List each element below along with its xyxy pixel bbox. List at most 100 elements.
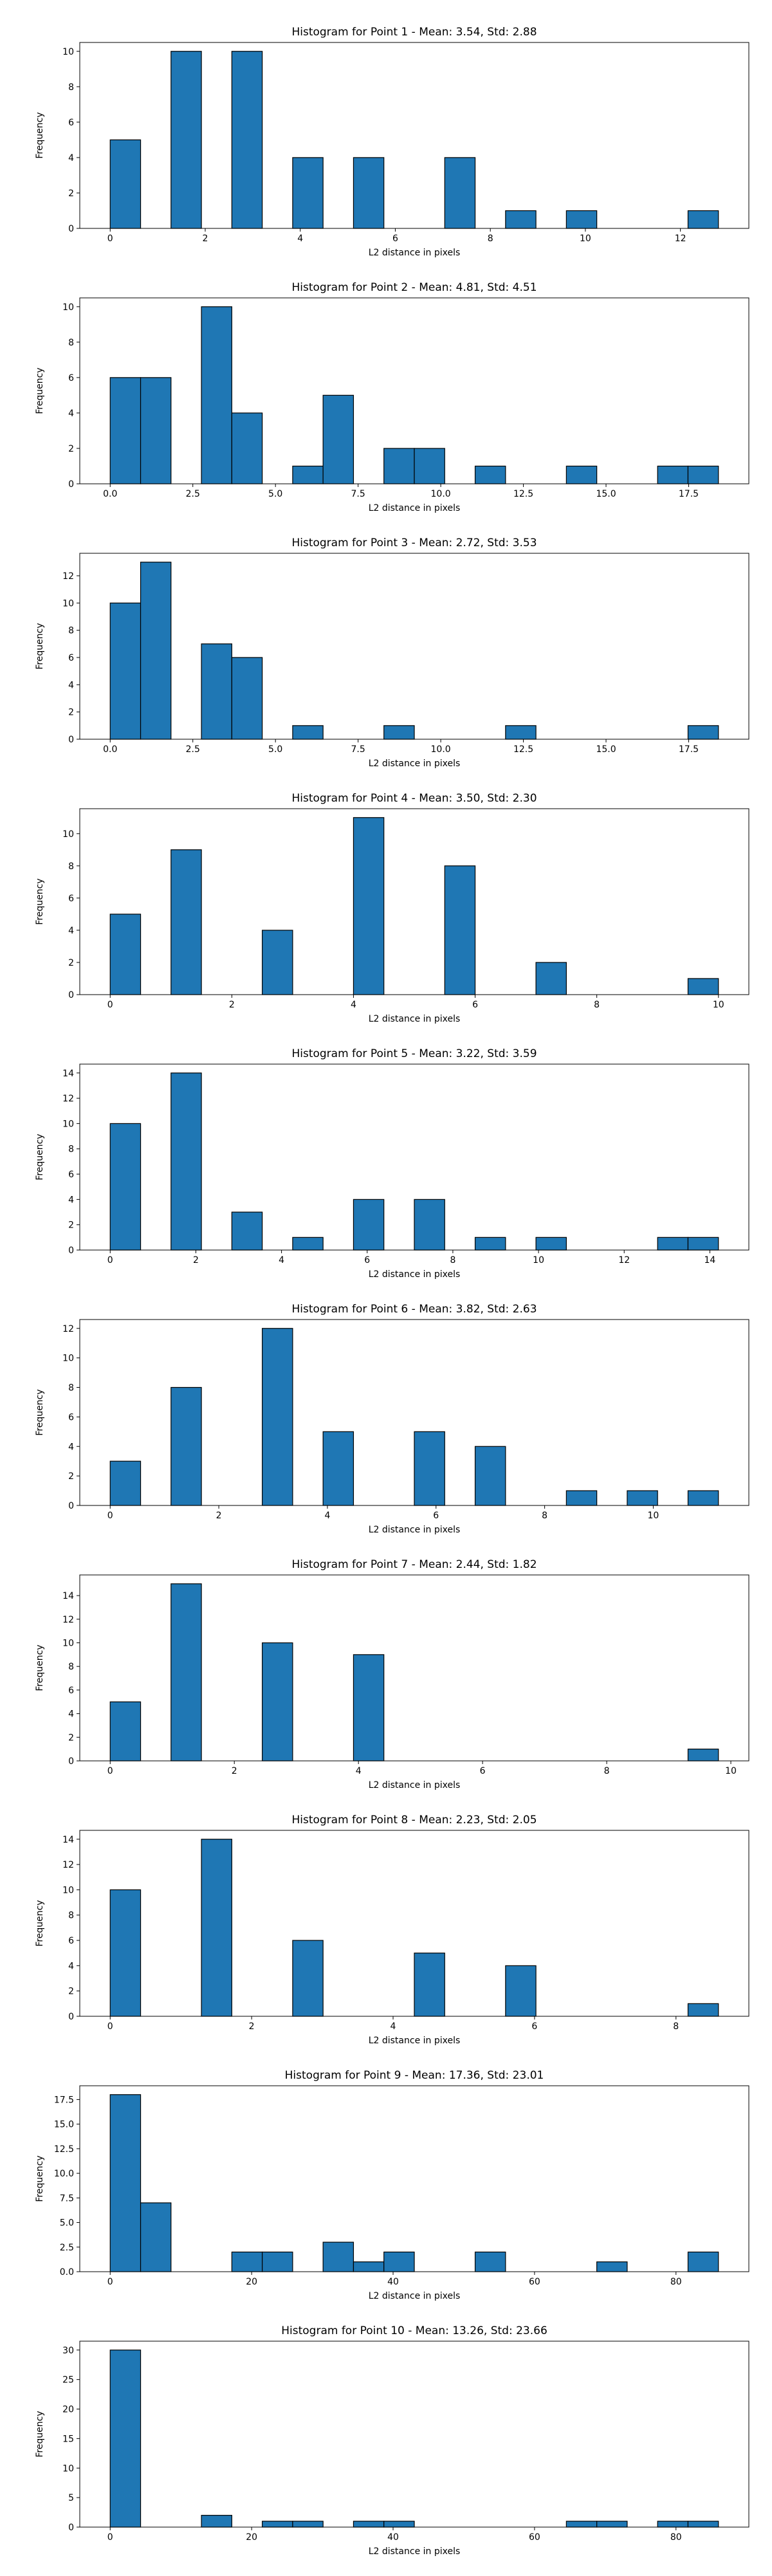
x-tick-label: 5.0 — [268, 744, 282, 755]
y-tick-label: 8 — [68, 338, 74, 348]
histogram-bar — [170, 849, 202, 995]
y-axis-label: Frequency — [35, 623, 45, 669]
histogram-bar — [231, 412, 263, 484]
axes-frame — [79, 553, 749, 740]
histogram-bar — [322, 1431, 354, 1506]
x-tick-label: 7.5 — [351, 744, 365, 755]
histogram-bar — [170, 1072, 202, 1251]
y-tick-label: 12 — [62, 1860, 74, 1870]
x-axis-label: L2 distance in pixels — [369, 1014, 461, 1024]
x-tick-label: 15.0 — [596, 744, 616, 755]
histogram-bar — [262, 2251, 293, 2272]
y-tick-label: 2 — [68, 958, 74, 968]
histogram-bar — [140, 562, 172, 740]
x-tick-label: 60 — [529, 2532, 540, 2543]
y-tick-label: 6 — [68, 1170, 74, 1180]
x-tick-label: 80 — [670, 2532, 682, 2543]
x-tick-label: 10 — [580, 234, 591, 244]
x-tick-label: 10 — [725, 1766, 737, 1776]
histogram-panel: 0.0 2.5 5.0 7.5 10.0 12.5 15.0 17.5 0 2 4 6 8 10 12 His… — [35, 537, 749, 769]
histogram-bar — [353, 1654, 385, 1762]
histogram-bar — [444, 865, 476, 995]
x-tick-label: 14 — [704, 1255, 715, 1265]
histogram-bar — [140, 377, 172, 484]
x-axis-label: L2 distance in pixels — [369, 759, 461, 769]
histogram-bar — [687, 1237, 719, 1251]
x-tick-label: 0 — [107, 1766, 113, 1776]
x-tick-label: 2 — [203, 234, 208, 244]
x-axis-label: L2 distance in pixels — [369, 2546, 461, 2557]
histogram-bar — [687, 465, 719, 484]
y-tick-label: 10 — [62, 47, 74, 57]
y-tick-label: 20 — [62, 2405, 74, 2415]
y-tick-label: 10 — [62, 829, 74, 840]
histogram-panel: 0 2 4 6 8 10 12 0 2 4 6 8 10 Histogram for Point 1 - … — [35, 26, 749, 258]
histogram-bar — [687, 2003, 719, 2017]
histogram-bar — [109, 2350, 142, 2528]
y-tick-label: 8 — [68, 1911, 74, 1921]
histogram-bar — [383, 2521, 415, 2528]
histogram-bar — [231, 1211, 263, 1251]
histogram-bar — [353, 1199, 385, 1251]
axes-frame — [79, 297, 749, 484]
x-tick-label: 10 — [533, 1255, 544, 1265]
histogram-bar — [657, 1237, 689, 1251]
x-axis-label: L2 distance in pixels — [369, 2291, 461, 2301]
histogram-panel: 0 2 4 6 8 10 0 2 4 6 8 10 12 14 Histogram for Point 7 … — [35, 1558, 749, 1790]
histogram-bar — [565, 210, 598, 229]
y-tick-label: 10 — [62, 1119, 74, 1129]
x-tick-label: 6 — [472, 1000, 478, 1010]
histogram-bar — [657, 2521, 689, 2528]
histogram-bar — [565, 2521, 598, 2528]
x-tick-label: 0 — [107, 234, 113, 244]
x-tick-label: 12.5 — [513, 489, 533, 499]
x-tick-label: 6 — [531, 2021, 537, 2032]
histogram-bar — [109, 602, 142, 740]
histogram-bar — [109, 1889, 142, 2017]
x-tick-label: 6 — [480, 1766, 486, 1776]
histogram-bar — [627, 1490, 658, 1506]
histogram-panel: 0 20 40 60 80 0 5 10 15 20 25 30 Histogram for Point… — [35, 2324, 749, 2557]
histogram-bar — [687, 210, 719, 229]
histogram-bar — [535, 1237, 567, 1251]
y-tick-label: 10 — [62, 302, 74, 313]
x-axis-label: L2 distance in pixels — [369, 1780, 461, 1790]
histogram-bar — [109, 377, 142, 484]
chart-title: Histogram for Point 8 - Mean: 2.23, Std:… — [291, 1814, 537, 1826]
x-tick-label: 0 — [107, 2277, 113, 2287]
histogram-bar — [444, 157, 476, 229]
y-tick-label: 6 — [68, 653, 74, 663]
y-tick-label: 0 — [68, 1501, 74, 1511]
histogram-bar — [505, 210, 537, 229]
x-tick-label: 2 — [193, 1255, 199, 1265]
y-tick-label: 8 — [68, 861, 74, 872]
histogram-bar — [414, 448, 445, 484]
histogram-bar — [170, 51, 202, 229]
histogram-bar — [596, 2521, 628, 2528]
axes-frame — [79, 808, 749, 995]
histogram-panel: 0 2 4 6 8 10 12 14 0 2 4 6 8 10 12 14 Histogram for Poin… — [35, 1047, 749, 1280]
histogram-bar — [535, 962, 567, 995]
x-tick-label: 40 — [387, 2532, 399, 2543]
histogram-bar — [322, 2241, 354, 2272]
histogram-bar — [657, 465, 689, 484]
y-tick-label: 0 — [68, 2012, 74, 2022]
histogram-bar — [292, 157, 324, 229]
y-tick-label: 10.0 — [54, 2169, 74, 2179]
histogram-bar — [687, 725, 719, 740]
y-tick-label: 0 — [68, 990, 74, 1000]
histogram-bar — [262, 2521, 293, 2528]
histogram-bar — [170, 1386, 202, 1506]
y-axis-label: Frequency — [35, 1389, 45, 1435]
y-tick-label: 4 — [68, 1961, 74, 1971]
chart-title: Histogram for Point 4 - Mean: 3.50, Std:… — [291, 792, 537, 805]
x-tick-label: 15.0 — [596, 489, 616, 499]
y-tick-label: 2 — [68, 1471, 74, 1482]
x-tick-label: 5.0 — [268, 489, 282, 499]
y-tick-label: 17.5 — [54, 2095, 74, 2105]
y-tick-label: 5.0 — [60, 2218, 74, 2229]
x-tick-label: 60 — [529, 2277, 540, 2287]
histogram-bar — [109, 1460, 142, 1506]
y-tick-label: 2 — [68, 1733, 74, 1743]
